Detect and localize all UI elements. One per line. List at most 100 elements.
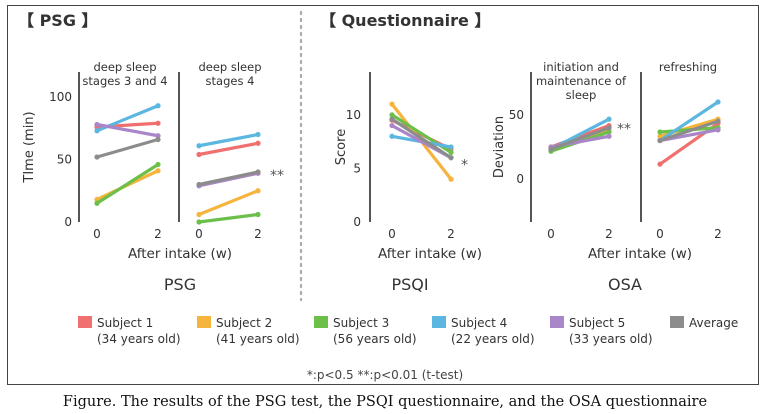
data-point-subject3 (196, 219, 202, 225)
series-line-average (197, 170, 260, 187)
y-tick-label: 100 (49, 90, 72, 104)
data-point-subject4 (155, 103, 161, 109)
x-axis-title: After intake (w) (378, 246, 482, 262)
series-line-average (95, 137, 160, 159)
series-line-average (549, 126, 611, 151)
series-line-subject1 (197, 141, 260, 157)
legend-item-subject3: Subject 3 (56 years old) (314, 316, 417, 346)
data-point-subject1 (255, 140, 261, 146)
legend-item-average: Average (670, 316, 738, 330)
y-axis-title: Deviation (492, 116, 507, 178)
chart-psqi: 0 5 10 Score * 0 2 After intake (w) PSQI (334, 72, 482, 294)
panel-label: maintenance of (536, 74, 627, 88)
panel-label: stages 4 (206, 74, 255, 88)
data-point-subject2 (155, 168, 161, 174)
significance-mark: ** (270, 168, 284, 184)
chart-title: OSA (608, 275, 642, 294)
y-tick-label: 50 (509, 108, 524, 122)
x-tick-label: 2 (714, 227, 722, 241)
data-point-subject2 (657, 133, 663, 139)
legend: Subject 1 (34 years old) Subject 2 (41 year… (78, 316, 738, 346)
y-tick-label: 50 (57, 153, 72, 167)
data-point-subject4 (255, 131, 261, 138)
series-line-subject4 (197, 132, 260, 148)
data-point-subject3 (94, 200, 100, 206)
series-line-subject2 (197, 189, 260, 217)
x-axis-title: After intake (w) (128, 246, 232, 262)
data-point-average (94, 154, 100, 160)
data-point-subject2 (389, 101, 395, 107)
panel-label: sleep (566, 88, 597, 102)
legend-label: Subject 4 (451, 316, 507, 330)
legend-sublabel: (33 years old) (569, 332, 653, 346)
panel-label: deep sleep (198, 60, 261, 74)
x-tick-label: 2 (605, 227, 613, 241)
data-point-subject4 (606, 116, 612, 122)
legend-label: Subject 3 (333, 316, 389, 330)
series-line-average (390, 117, 453, 160)
x-tick-label: 2 (154, 227, 162, 241)
data-point-average (606, 125, 612, 131)
data-point-subject4 (196, 143, 202, 149)
data-point-average (548, 146, 554, 152)
panel-label: stages 3 and 4 (82, 74, 167, 88)
data-point-subject4 (94, 128, 100, 134)
x-tick-label: 0 (93, 227, 101, 241)
data-point-subject1 (196, 151, 202, 158)
chart-psg: 0 50 100 TIme (min) deep sleep stages 3 and 4… (22, 60, 284, 294)
legend-label: Average (689, 316, 738, 330)
legend-sublabel: (41 years old) (216, 332, 300, 346)
data-point-subject1 (657, 161, 663, 167)
series-line-subject5 (95, 122, 160, 138)
y-tick-label: 0 (353, 215, 361, 229)
data-point-average (255, 169, 261, 175)
x-tick-label: 0 (547, 227, 555, 241)
x-tick-label: 2 (254, 227, 262, 241)
data-point-subject5 (389, 122, 395, 129)
legend-swatch (550, 316, 564, 328)
data-point-subject4 (389, 133, 395, 139)
data-point-average (657, 137, 663, 144)
data-point-average (155, 136, 161, 143)
x-tick-label: 0 (388, 227, 396, 241)
significance-mark: * (461, 158, 468, 174)
legend-sublabel: (34 years old) (97, 332, 181, 346)
data-point-subject4 (448, 144, 454, 150)
data-point-subject2 (196, 211, 202, 218)
panel-label: refreshing (659, 60, 717, 74)
data-point-subject5 (155, 133, 161, 139)
chart-title: PSQI (391, 275, 428, 294)
y-tick-label: 5 (353, 161, 361, 175)
x-axis-title: After intake (w) (588, 246, 692, 262)
panel-osa-2: refreshing 0 2 (656, 60, 722, 241)
y-tick-label: 10 (346, 108, 361, 122)
data-point-subject1 (155, 120, 161, 126)
y-tick-label: 0 (516, 172, 524, 186)
questionnaire-section-header: 【 Questionnaire 】 (320, 11, 490, 30)
data-point-average (389, 116, 395, 122)
legend-item-subject4: Subject 4 (22 years old) (432, 316, 535, 346)
series-line-subject3 (197, 212, 260, 224)
legend-swatch (432, 316, 446, 328)
x-tick-label: 0 (656, 227, 664, 241)
y-axis-title: TIme (min) (22, 111, 37, 183)
y-tick-label: 0 (64, 215, 72, 229)
data-point-average (448, 155, 454, 161)
chart-title: PSG (164, 275, 196, 294)
significance-mark: ** (617, 122, 631, 138)
panel-psqi-1: * 0 2 (388, 101, 468, 241)
data-point-subject3 (657, 129, 663, 135)
data-point-subject3 (155, 161, 161, 168)
legend-label: Subject 5 (569, 316, 625, 330)
data-point-subject3 (389, 112, 395, 118)
legend-label: Subject 2 (216, 316, 272, 330)
significance-note: *:p<0.5 **:p<0.01 (t-test) (307, 368, 463, 382)
data-point-subject4 (715, 99, 721, 105)
x-tick-label: 2 (447, 227, 455, 241)
series-line-subject3 (95, 162, 160, 205)
y-axis-title: Score (334, 129, 349, 165)
legend-sublabel: (22 years old) (451, 332, 535, 346)
